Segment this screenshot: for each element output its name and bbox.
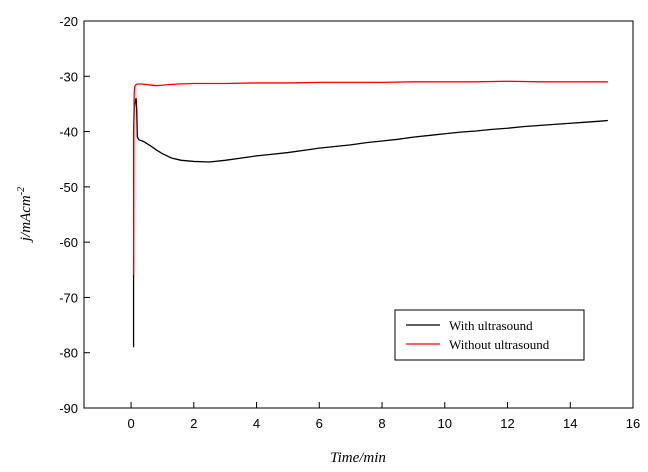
series-line-without-ultrasound [132,80,608,276]
x-tick-label: 14 [563,416,577,431]
y-tick-label: -90 [59,401,78,416]
y-tick-label: -30 [59,69,78,84]
x-tick-label: 10 [438,416,452,431]
y-axis-ticks: -90 -80 -70 -60 -50 -40 -30 -20 [59,14,90,416]
x-tick-label: 12 [500,416,514,431]
x-tick-label: 0 [127,416,134,431]
legend: With ultrasound Without ultrasound [394,309,585,361]
legend-box [394,309,585,361]
y-tick-label: -40 [59,125,78,140]
x-tick-label: 6 [316,416,323,431]
x-tick-label: 16 [626,416,640,431]
y-tick-label: -80 [59,346,78,361]
y-tick-label: -60 [59,235,78,250]
x-axis-title: Time/min [330,450,386,466]
series-line-with-ultrasound [132,97,608,348]
x-tick-label: 4 [253,416,260,431]
y-tick-label: -70 [59,290,78,305]
series-layer [132,80,608,348]
y-axis-title: j/mAcm-2 [16,187,34,243]
y-tick-label: -20 [59,14,78,29]
y-tick-label: -50 [59,180,78,195]
plot-frame [83,20,634,409]
legend-label-with-ultrasound: With ultrasound [449,318,533,333]
y-axis-title-superscript: -2 [16,187,27,195]
legend-label-without-ultrasound: Without ultrasound [449,337,550,352]
x-tick-label: 8 [378,416,385,431]
y-axis-title-main: j/mAcm [18,195,34,243]
x-axis-ticks: 0 2 4 6 8 10 12 14 16 [127,402,640,431]
x-tick-label: 2 [190,416,197,431]
